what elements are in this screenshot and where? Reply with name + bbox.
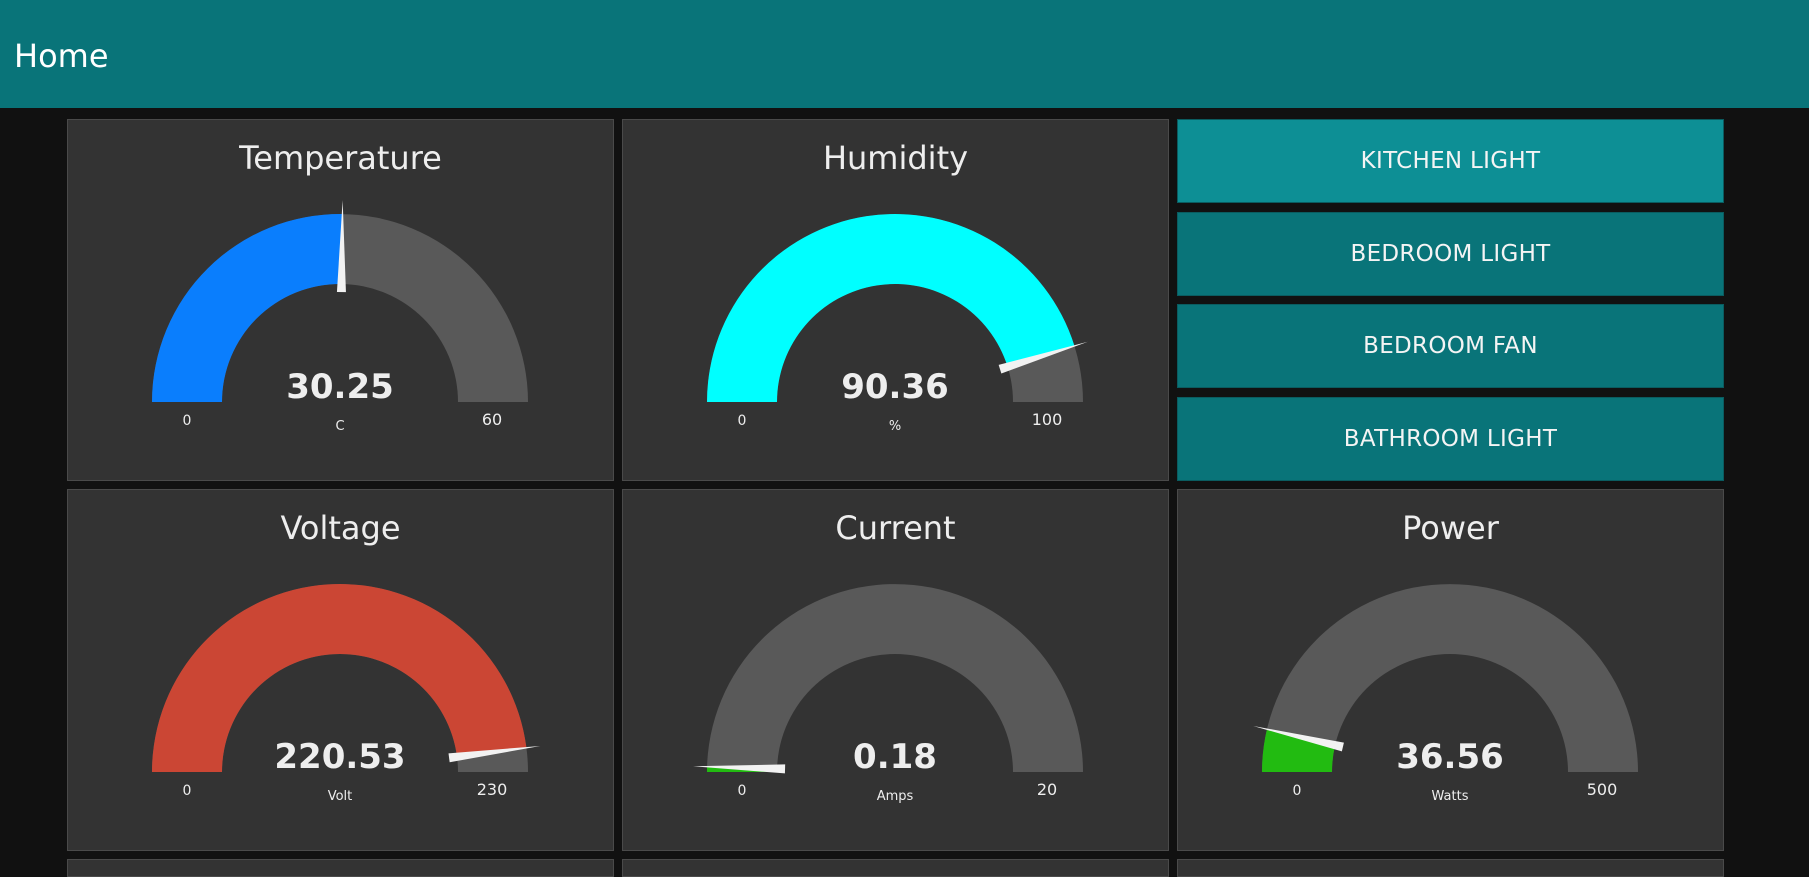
bathroom-light-button[interactable]: BATHROOM LIGHT xyxy=(1177,397,1724,481)
voltage-gauge-fill xyxy=(152,583,527,772)
voltage-gauge-unit: Volt xyxy=(328,789,353,804)
humidity-gauge: 90.36% 0 100 xyxy=(707,214,1088,434)
voltage-gauge-max: 230 xyxy=(477,780,508,799)
dashboard-card-partial xyxy=(67,859,614,877)
page-title: Home xyxy=(14,37,109,75)
power-gauge-title: Power xyxy=(1402,509,1499,547)
current-gauge-min: 0 xyxy=(738,783,747,799)
voltage-gauge-card: Voltage 220.53 Volt 0 230 xyxy=(67,489,614,851)
humidity-gauge-fill xyxy=(707,214,1075,402)
current-gauge-track xyxy=(707,584,1083,772)
power-gauge-unit: Watts xyxy=(1432,789,1469,804)
current-gauge: 0.18 Amps 0 20 xyxy=(693,584,1083,804)
power-gauge-needle xyxy=(1253,726,1344,752)
power-gauge: 36.56 Watts 0 500 xyxy=(1253,584,1638,804)
humidity-gauge-unit: % xyxy=(889,419,901,434)
dashboard-card-partial xyxy=(622,859,1169,877)
humidity-gauge-value: 90.36 xyxy=(841,367,949,407)
temperature-gauge-fill xyxy=(152,214,343,402)
voltage-gauge-needle xyxy=(448,745,541,763)
temperature-gauge-title: Temperature xyxy=(239,139,442,177)
power-gauge-card: Power 36.56 Watts 0 500 xyxy=(1177,489,1724,851)
current-gauge-card: Current 0.18 Amps 0 20 xyxy=(622,489,1169,851)
temperature-gauge-min: 0 xyxy=(183,413,192,429)
dashboard-card-partial xyxy=(1177,859,1724,877)
voltage-gauge-min: 0 xyxy=(183,783,192,799)
bedroom-fan-button[interactable]: BEDROOM FAN xyxy=(1177,304,1724,388)
voltage-gauge-value: 220.53 xyxy=(274,737,405,777)
humidity-gauge-needle xyxy=(998,341,1088,374)
temperature-gauge-needle xyxy=(336,200,346,293)
voltage-gauge: 220.53 Volt 0 230 xyxy=(152,583,541,804)
temperature-gauge-unit: C xyxy=(335,419,344,434)
power-gauge-max: 500 xyxy=(1587,780,1618,799)
temperature-gauge-max: 60 xyxy=(482,410,502,429)
humidity-gauge-max: 100 xyxy=(1032,410,1063,429)
voltage-gauge-title: Voltage xyxy=(280,509,401,547)
current-gauge-unit: Amps xyxy=(877,789,914,804)
temperature-gauge-value: 30.25 xyxy=(286,367,394,407)
app-header: Home xyxy=(0,0,1809,108)
current-gauge-needle xyxy=(693,764,786,774)
bedroom-light-button[interactable]: BEDROOM LIGHT xyxy=(1177,212,1724,296)
humidity-gauge-title: Humidity xyxy=(822,139,969,177)
power-gauge-track xyxy=(1262,584,1638,772)
temperature-gauge-card: Temperature 30.25 C 0 60 xyxy=(67,119,614,481)
power-gauge-fill xyxy=(1262,729,1336,772)
current-gauge-title: Current xyxy=(835,509,956,547)
power-gauge-value: 36.56 xyxy=(1396,737,1504,777)
temperature-gauge: 30.25 C 0 60 xyxy=(152,200,528,434)
humidity-gauge-min: 0 xyxy=(738,413,747,429)
current-gauge-value: 0.18 xyxy=(853,737,937,777)
kitchen-light-button[interactable]: KITCHEN LIGHT xyxy=(1177,119,1724,203)
current-gauge-max: 20 xyxy=(1037,780,1057,799)
humidity-gauge-card: Humidity 90.36% 0 100 xyxy=(622,119,1169,481)
power-gauge-min: 0 xyxy=(1293,783,1302,799)
